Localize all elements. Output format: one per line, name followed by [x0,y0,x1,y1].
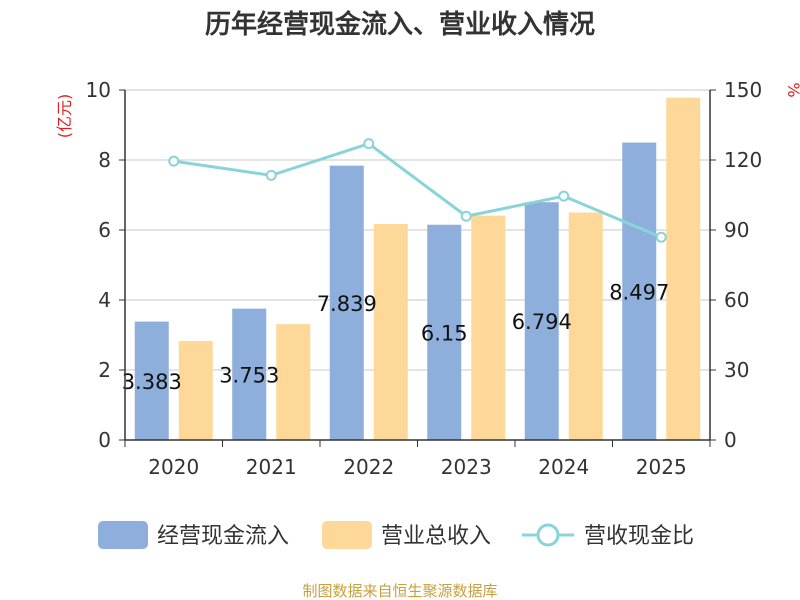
ratio-point-2022 [363,138,375,150]
legend-item-cash-inflow[interactable]: 经营现金流入 [98,521,289,549]
left-tick-label: 2 [98,358,111,382]
bar-cash-inflow-2025 [622,142,657,441]
ratio-point-2024 [558,190,570,202]
axes [119,89,716,447]
right-axis-unit: % [784,82,800,97]
left-axis-ticks: 0 2 4 6 8 10 [86,78,111,452]
x-axis-ticks: 2020 2021 2022 2023 2024 2025 [148,455,686,479]
bar-label-cash-inflow-2022: 7.839 [317,292,377,316]
bar-cash-inflow-2020 [134,321,169,440]
legend-label-revenue: 营业总收入 [381,524,491,549]
ratio-point-2025 [655,231,667,243]
bar-label-cash-inflow-2020: 3.383 [122,370,182,394]
bar-label-cash-inflow-2024: 6.794 [512,310,572,334]
left-axis-unit: (亿元) [55,94,74,139]
gridlines [125,89,710,371]
bar-revenue-2021 [276,324,311,440]
right-tick-label: 90 [724,218,749,242]
right-axis-ticks: 0 30 60 90 120 150 [724,78,762,452]
legend-item-ratio[interactable]: 营收现金比 [522,523,694,549]
legend-label-ratio: 营收现金比 [584,524,694,549]
bar-label-cash-inflow-2025: 8.497 [609,280,669,304]
x-tick-label-2021: 2021 [246,455,297,479]
x-tick-label-2022: 2022 [343,455,394,479]
ratio-polyline [173,142,662,239]
bar-label-cash-inflow-2023: 6.15 [421,321,468,345]
ratio-line [168,138,667,243]
bar-revenue-2023 [471,215,506,440]
x-tick-label-2024: 2024 [538,455,589,479]
left-tick-label: 10 [86,78,111,102]
bar-revenue-2022 [373,224,408,440]
ratio-point-2021 [265,169,277,181]
x-tick-label-2020: 2020 [148,455,199,479]
right-tick-label: 150 [724,78,762,102]
bars [134,97,701,441]
legend-label-cash-inflow: 经营现金流入 [157,524,289,549]
legend-swatch-cash-inflow [98,521,148,549]
legend-marker-ratio [536,523,560,547]
bar-revenue-2020 [178,340,213,440]
legend: 经营现金流入 营业总收入 营收现金比 [98,521,694,549]
legend-item-revenue[interactable]: 营业总收入 [322,521,491,549]
right-tick-label: 30 [724,358,749,382]
right-tick-label: 120 [724,148,762,172]
x-tick-label-2023: 2023 [441,455,492,479]
left-tick-label: 8 [98,148,111,172]
right-tick-label: 60 [724,288,749,312]
ratio-point-2020 [168,155,180,167]
left-tick-label: 6 [98,218,111,242]
legend-swatch-revenue [322,521,372,549]
bar-label-cash-inflow-2021: 3.753 [219,363,279,387]
left-tick-label: 0 [98,428,111,452]
data-source: 制图数据来自恒生聚源数据库 [302,582,497,600]
bar-cash-inflow-2023 [427,224,462,440]
bar-cash-inflow-2021 [232,308,267,440]
ratio-point-2023 [460,210,472,222]
bar-labels: 3.383 3.753 7.839 6.15 6.794 8.497 [122,280,670,393]
left-tick-label: 4 [98,288,111,312]
bar-revenue-2024 [568,212,603,440]
chart-title: 历年经营现金流入、营业收入情况 [205,9,595,40]
bar-revenue-2025 [666,97,701,440]
right-tick-label: 0 [724,428,737,452]
bar-cash-inflow-2022 [329,165,364,440]
bar-cash-inflow-2024 [524,202,559,440]
x-tick-label-2025: 2025 [636,455,687,479]
